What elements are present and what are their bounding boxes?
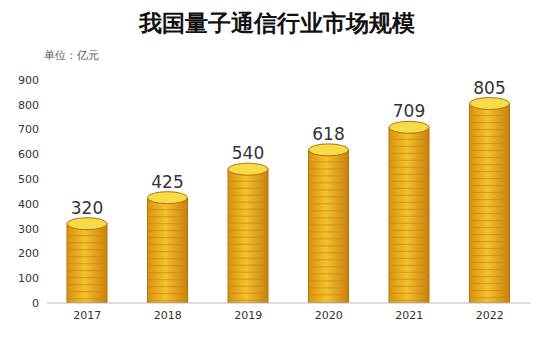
- svg-text:2019: 2019: [234, 309, 262, 322]
- svg-text:320: 320: [71, 198, 103, 218]
- html-text:我国量子通信行业市场规模: 我国量子通信行业市场规模: [139, 10, 415, 36]
- svg-text:400: 400: [18, 198, 39, 211]
- svg-text:425: 425: [151, 172, 183, 192]
- svg-text:618: 618: [312, 124, 344, 144]
- svg-text:540: 540: [232, 143, 264, 163]
- svg-text:2021: 2021: [395, 309, 423, 322]
- svg-text:200: 200: [18, 247, 39, 260]
- svg-text:805: 805: [473, 78, 505, 98]
- svg-text:300: 300: [18, 223, 39, 236]
- svg-text:2018: 2018: [154, 309, 182, 322]
- svg-text:600: 600: [18, 148, 39, 161]
- svg-text:2022: 2022: [476, 309, 504, 322]
- svg-text:709: 709: [393, 101, 425, 121]
- svg-text:0: 0: [32, 297, 39, 310]
- svg-text:2020: 2020: [315, 309, 343, 322]
- html-text:单位：亿元: 单位：亿元: [44, 49, 99, 62]
- svg-text:700: 700: [18, 123, 39, 136]
- svg-text:100: 100: [18, 272, 39, 285]
- svg-text:500: 500: [18, 173, 39, 186]
- svg-text:2017: 2017: [73, 309, 101, 322]
- svg-text:800: 800: [18, 99, 39, 112]
- svg-text:900: 900: [18, 74, 39, 87]
